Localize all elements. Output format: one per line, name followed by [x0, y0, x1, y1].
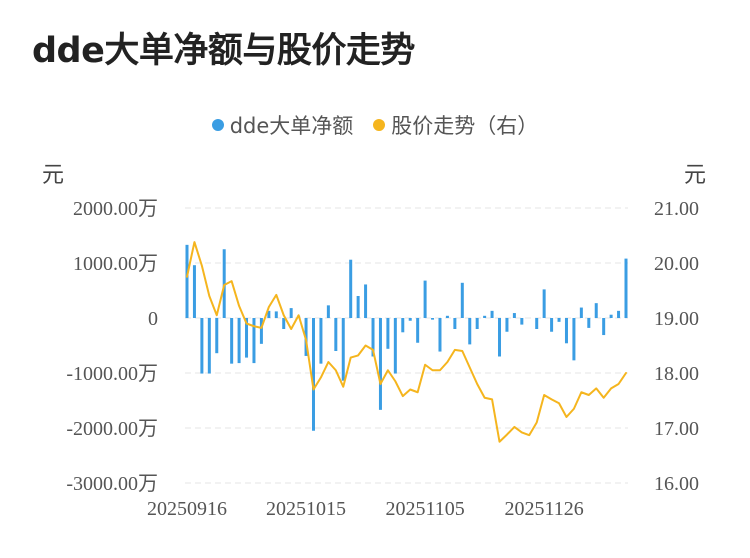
dde-bar[interactable]	[215, 318, 219, 354]
x-axis-ticks: 20250916 20251015 20251105 20251126	[147, 498, 584, 520]
dde-bar[interactable]	[475, 318, 479, 329]
dde-bar[interactable]	[282, 318, 286, 329]
dde-bar[interactable]	[356, 296, 360, 318]
dde-bar[interactable]	[341, 318, 345, 381]
dde-bar[interactable]	[617, 310, 621, 318]
dde-bar[interactable]	[460, 282, 464, 318]
dde-bar[interactable]	[624, 258, 628, 318]
dde-bar[interactable]	[483, 315, 487, 318]
legend-label-dde: dde大单净额	[229, 114, 354, 138]
dde-bar[interactable]	[468, 318, 472, 345]
dde-bar[interactable]	[594, 303, 598, 318]
dde-bar[interactable]	[334, 318, 338, 351]
x-axis-tick-label: 20250916	[147, 498, 227, 520]
right-axis-tick-label: 20.00	[654, 253, 699, 275]
dde-bar[interactable]	[311, 318, 315, 431]
dde-bar[interactable]	[267, 310, 271, 318]
grid-lines	[185, 207, 628, 484]
dde-bar[interactable]	[498, 318, 502, 357]
left-axis-tick-label: 0	[148, 308, 158, 330]
legend-dot-price-icon	[373, 119, 386, 131]
chart-legend: dde大单净额 股价走势（右）	[0, 110, 750, 140]
dde-bar[interactable]	[319, 318, 323, 364]
price-line-layer	[186, 241, 627, 443]
dde-bar[interactable]	[349, 259, 353, 318]
right-axis-tick-label: 18.00	[654, 363, 699, 385]
dde-bar[interactable]	[453, 318, 457, 329]
dde-bar[interactable]	[222, 249, 226, 318]
dde-bar[interactable]	[542, 289, 546, 318]
dde-bar[interactable]	[505, 318, 509, 332]
left-axis-tick-label: -2000.00万	[66, 418, 158, 440]
dde-bar[interactable]	[564, 318, 568, 344]
dde-bar[interactable]	[252, 318, 256, 364]
legend-item-price[interactable]: 股价走势（右）	[373, 110, 538, 140]
dde-bar[interactable]	[602, 318, 606, 336]
right-axis-tick-label: 19.00	[654, 308, 699, 330]
dde-bar[interactable]	[245, 318, 249, 358]
dde-bar[interactable]	[401, 318, 405, 333]
dde-bar[interactable]	[557, 318, 561, 322]
dde-bar[interactable]	[438, 318, 442, 352]
dde-bar[interactable]	[445, 315, 449, 318]
left-axis-tick-label: -1000.00万	[66, 363, 158, 385]
x-axis-tick-label: 20251015	[266, 498, 346, 520]
dde-bars	[185, 244, 628, 431]
dde-bar[interactable]	[237, 318, 241, 364]
legend-dot-dde-icon	[211, 119, 224, 131]
right-axis-unit: 元	[684, 163, 707, 188]
dde-bar[interactable]	[490, 310, 494, 318]
left-axis-unit: 元	[42, 163, 65, 188]
price-line[interactable]	[186, 241, 627, 443]
dde-bar[interactable]	[512, 313, 516, 318]
dde-bar[interactable]	[200, 318, 204, 374]
left-axis-tick-label: 2000.00万	[73, 198, 158, 220]
dde-bar[interactable]	[326, 305, 330, 318]
dde-bar[interactable]	[230, 318, 234, 364]
dde-bar[interactable]	[416, 318, 420, 343]
dde-bar[interactable]	[423, 280, 427, 318]
dde-bar[interactable]	[185, 244, 189, 318]
dde-bar[interactable]	[520, 318, 524, 325]
dde-bar[interactable]	[579, 307, 583, 318]
dde-bar[interactable]	[572, 318, 576, 361]
dde-bar[interactable]	[259, 318, 263, 344]
right-axis-tick-label: 16.00	[654, 473, 699, 495]
left-axis-ticks: 2000.00万 1000.00万 0 -1000.00万 -2000.00万 -3000…	[66, 198, 158, 495]
right-axis-tick-label: 17.00	[654, 418, 699, 440]
dde-bar[interactable]	[587, 318, 591, 328]
dde-bar[interactable]	[431, 318, 435, 320]
dde-bar[interactable]	[609, 314, 613, 318]
x-axis-tick-label: 20251126	[505, 498, 584, 520]
dde-bar[interactable]	[364, 284, 368, 318]
dde-bar[interactable]	[550, 318, 554, 332]
dde-bar[interactable]	[274, 311, 278, 318]
right-axis-tick-label: 21.00	[654, 198, 699, 220]
dde-bar[interactable]	[289, 308, 293, 318]
right-axis-ticks: 21.00 20.00 19.00 18.00 17.00 16.00	[654, 198, 699, 495]
dde-bar[interactable]	[386, 318, 390, 349]
dde-bar[interactable]	[207, 318, 211, 374]
chart-title: dde大单净额与股价走势	[32, 31, 415, 71]
left-axis-tick-label: 1000.00万	[73, 253, 158, 275]
left-axis-tick-label: -3000.00万	[66, 473, 158, 495]
dde-bar[interactable]	[371, 318, 375, 357]
legend-label-price: 股价走势（右）	[391, 114, 539, 138]
x-axis-tick-label: 20251105	[385, 498, 464, 520]
dde-bar[interactable]	[378, 318, 382, 410]
dde-bar[interactable]	[408, 318, 412, 321]
dde-bar[interactable]	[535, 318, 539, 329]
dde-bar[interactable]	[192, 265, 196, 318]
legend-item-dde[interactable]: dde大单净额	[211, 110, 354, 140]
dde-bar[interactable]	[393, 318, 397, 374]
